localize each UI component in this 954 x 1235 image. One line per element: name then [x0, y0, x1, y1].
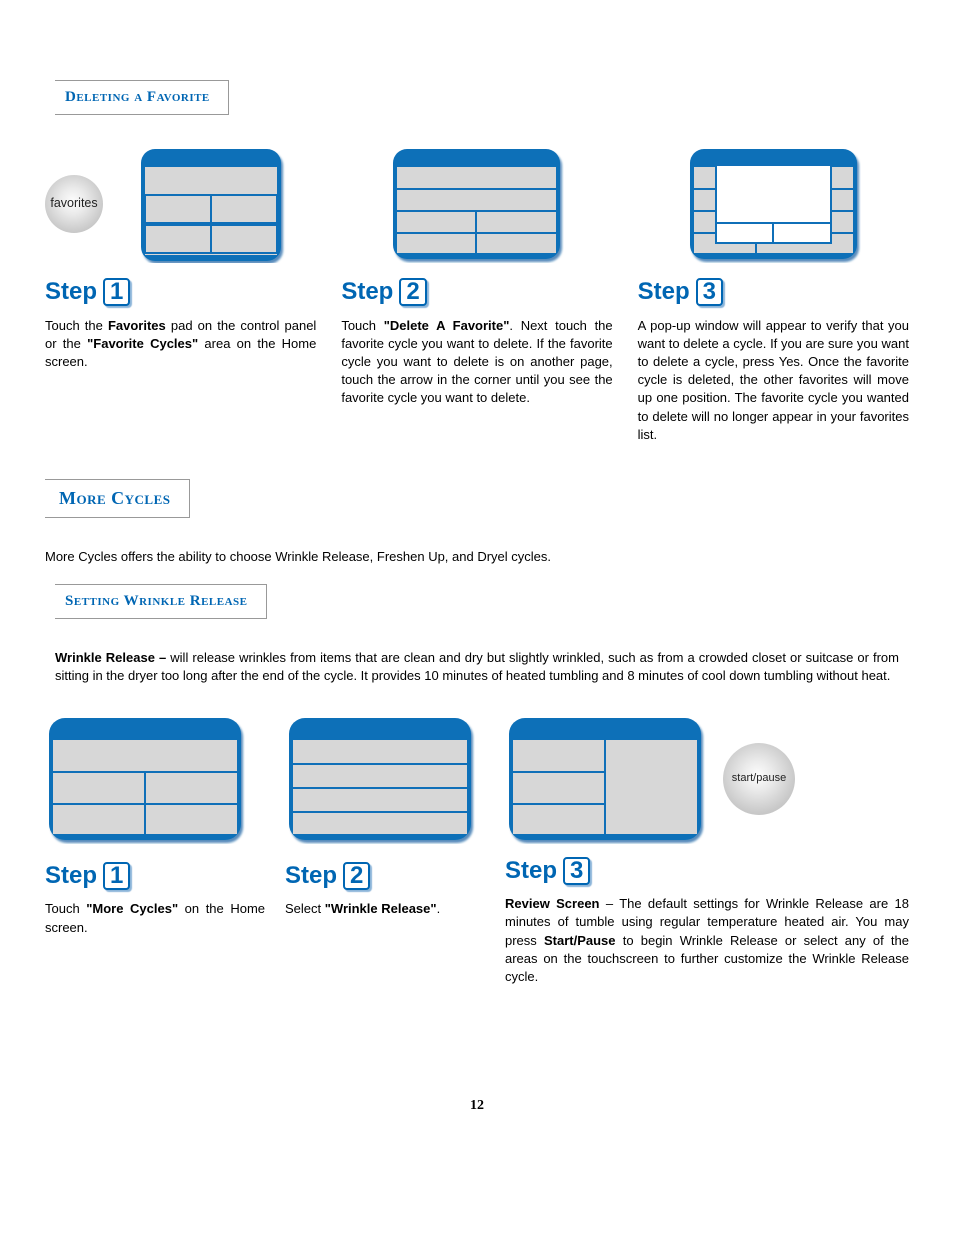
step1-col: favorites Step 1 Touch the Favorites pad…	[45, 145, 316, 444]
wr-step1-text: Touch "More Cycles" on the Home screen.	[45, 900, 265, 936]
wrinkle-steps-row: Step 1 Touch "More Cycles" on the Home s…	[45, 714, 909, 987]
favorites-button-label: favorites	[50, 195, 97, 213]
section-title: Deleting a Favorite	[65, 89, 210, 105]
deleting-steps-row: favorites Step 1 Touch the Favorites pad…	[45, 145, 909, 444]
step1-text: Touch the Favorites pad on the control p…	[45, 317, 316, 372]
wr-step2-col: Step 2 Select "Wrinkle Release".	[285, 714, 485, 987]
step3-text: A pop-up window will appear to verify th…	[638, 317, 909, 444]
step-heading-2: Step 2	[341, 275, 612, 309]
screen-icon-delete-list	[389, 145, 564, 263]
more-cycles-intro: More Cycles offers the ability to choose…	[45, 548, 909, 566]
wr-step-heading-3: Step 3	[505, 854, 909, 888]
step-number-badge: 2	[343, 862, 370, 890]
step-number-badge: 3	[563, 857, 590, 885]
screen-icon-popup	[686, 145, 861, 263]
section-more-cycles-header: More Cycles	[45, 479, 190, 518]
step-number-badge: 1	[103, 862, 130, 890]
wr-step1-col: Step 1 Touch "More Cycles" on the Home s…	[45, 714, 265, 987]
step2-text: Touch "Delete A Favorite". Next touch th…	[341, 317, 612, 408]
screen-icon-more-cycles	[285, 714, 475, 844]
step3-col: Step 3 A pop-up window will appear to ve…	[638, 145, 909, 444]
step-heading-3: Step 3	[638, 275, 909, 309]
screen-icon-favorites	[111, 145, 286, 263]
section-title: More Cycles	[59, 488, 171, 508]
step2-col: Step 2 Touch "Delete A Favorite". Next t…	[341, 145, 612, 444]
section-subtitle: Setting Wrinkle Release	[65, 593, 248, 609]
step-number-badge: 1	[103, 278, 130, 306]
wr-step3-text: Review Screen – The default settings for…	[505, 895, 909, 986]
section-deleting-favorite-header: Deleting a Favorite	[55, 80, 229, 115]
screen-icon-review	[505, 714, 705, 844]
page-number: 12	[45, 1096, 909, 1116]
start-pause-button[interactable]: start/pause	[723, 743, 795, 815]
screen-icon-home	[45, 714, 245, 844]
wr-step2-text: Select "Wrinkle Release".	[285, 900, 485, 918]
wrinkle-release-description: Wrinkle Release – will release wrinkles …	[55, 649, 899, 685]
section-wrinkle-release-header: Setting Wrinkle Release	[55, 584, 267, 619]
step-heading-1: Step 1	[45, 275, 316, 309]
wr-step-heading-1: Step 1	[45, 859, 265, 893]
wr-step3-col: start/pause Step 3 Review Screen – The d…	[505, 714, 909, 987]
favorites-button[interactable]: favorites	[45, 175, 103, 233]
step-number-badge: 2	[399, 278, 426, 306]
start-pause-label: start/pause	[732, 771, 786, 786]
wr-step-heading-2: Step 2	[285, 859, 485, 893]
step-number-badge: 3	[696, 278, 723, 306]
